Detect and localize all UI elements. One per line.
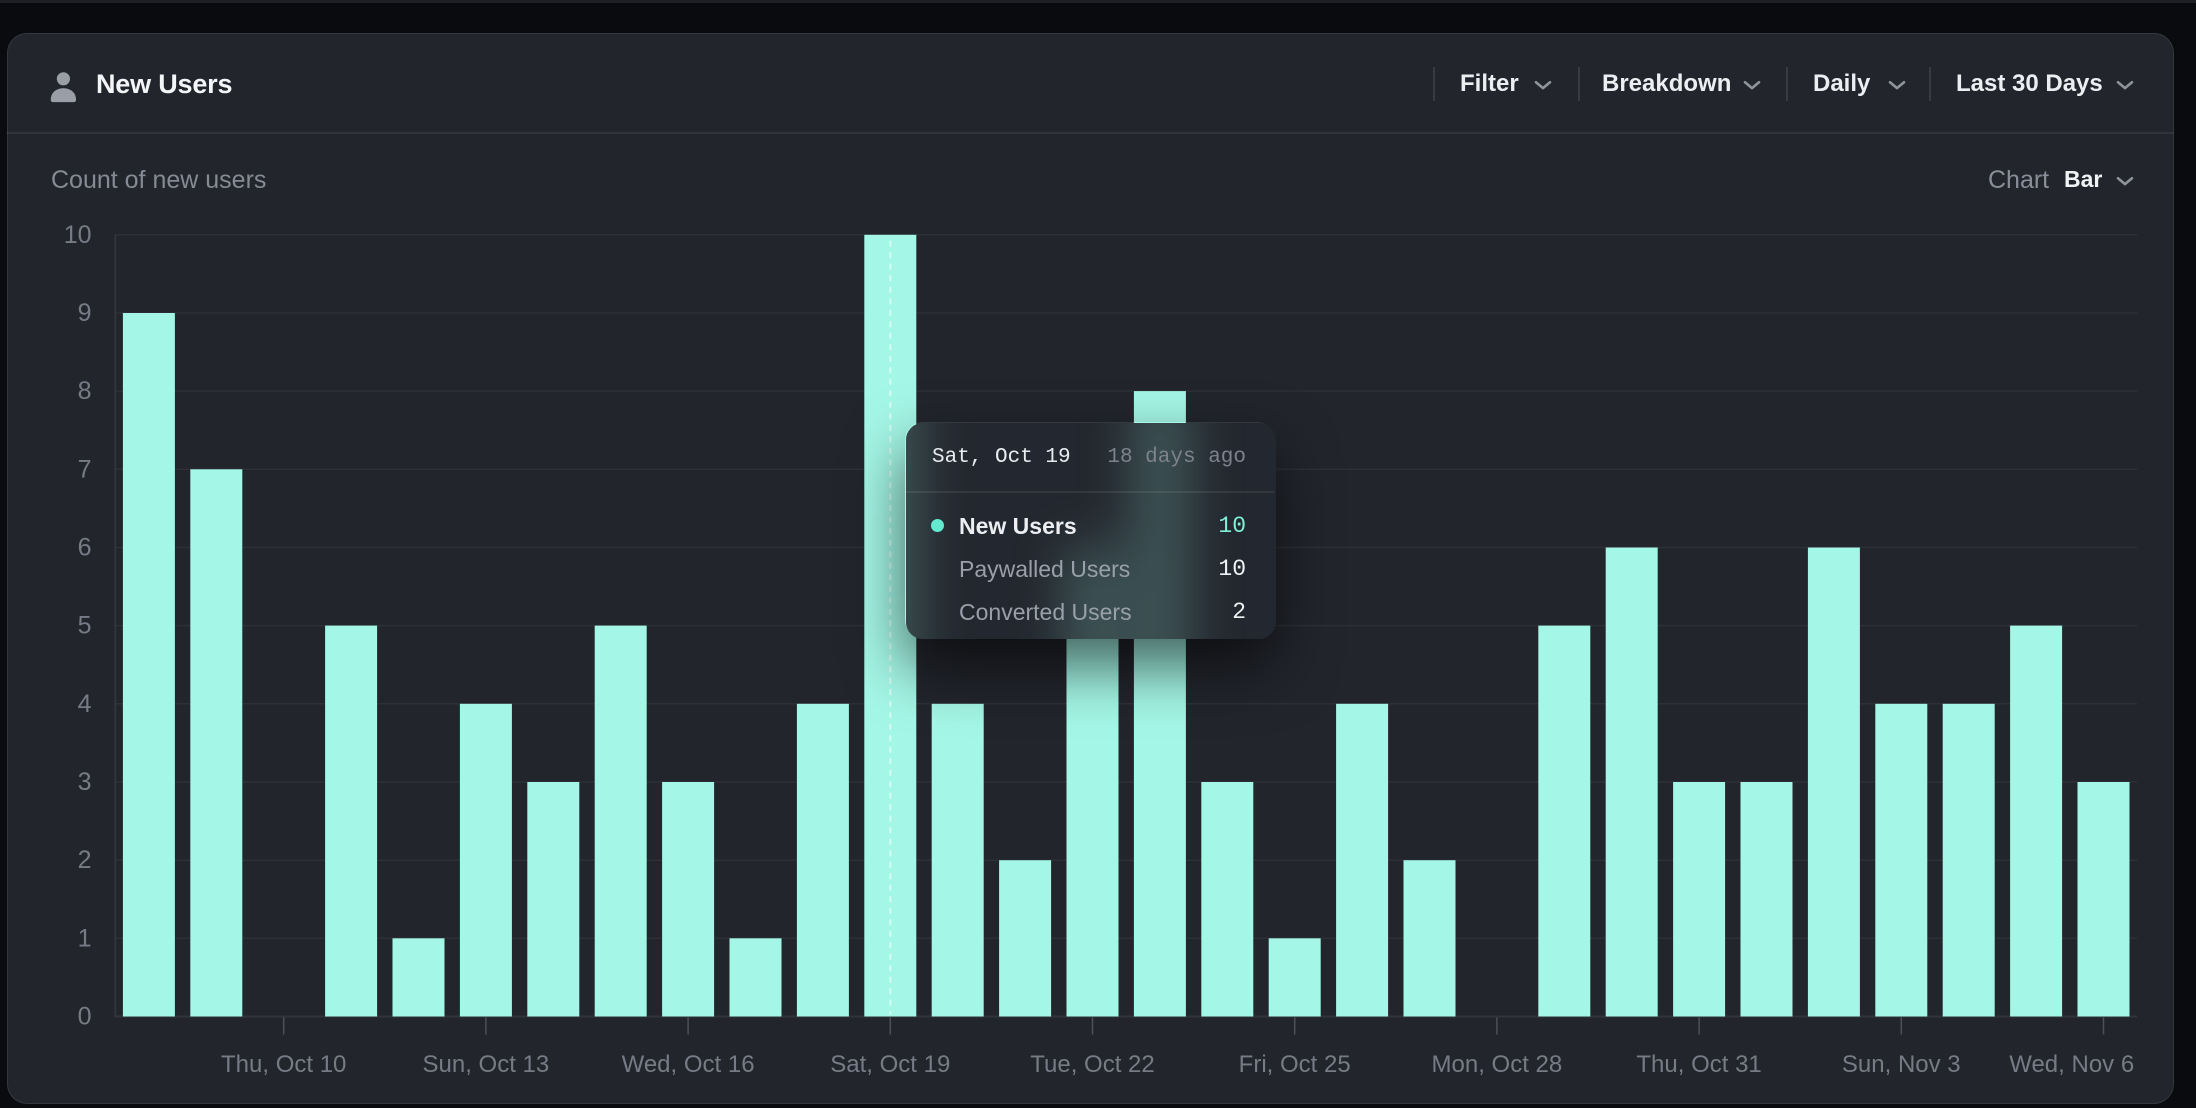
svg-text:5: 5 [78, 612, 92, 640]
svg-text:3: 3 [78, 768, 92, 796]
svg-text:7: 7 [78, 455, 92, 483]
svg-text:Wed, Oct 16: Wed, Oct 16 [622, 1051, 755, 1078]
svg-text:Thu, Oct 31: Thu, Oct 31 [1636, 1051, 1761, 1078]
svg-text:8: 8 [78, 377, 92, 405]
svg-text:4: 4 [78, 690, 92, 718]
svg-text:Tue, Oct 22: Tue, Oct 22 [1030, 1051, 1155, 1078]
svg-text:2: 2 [78, 846, 92, 874]
svg-text:10: 10 [64, 221, 92, 249]
svg-text:0: 0 [78, 1003, 92, 1031]
svg-text:6: 6 [78, 534, 92, 562]
svg-text:Fri, Oct 25: Fri, Oct 25 [1239, 1051, 1351, 1078]
svg-text:Sun, Nov 3: Sun, Nov 3 [1842, 1051, 1961, 1078]
svg-text:Wed, Nov 6: Wed, Nov 6 [2009, 1051, 2134, 1078]
svg-text:Mon, Oct 28: Mon, Oct 28 [1432, 1051, 1563, 1078]
svg-text:1: 1 [78, 924, 92, 952]
svg-text:Sat, Oct 19: Sat, Oct 19 [830, 1051, 950, 1078]
svg-text:Thu, Oct 10: Thu, Oct 10 [221, 1051, 346, 1078]
svg-text:Sun, Oct 13: Sun, Oct 13 [423, 1051, 550, 1078]
svg-text:9: 9 [78, 299, 92, 327]
